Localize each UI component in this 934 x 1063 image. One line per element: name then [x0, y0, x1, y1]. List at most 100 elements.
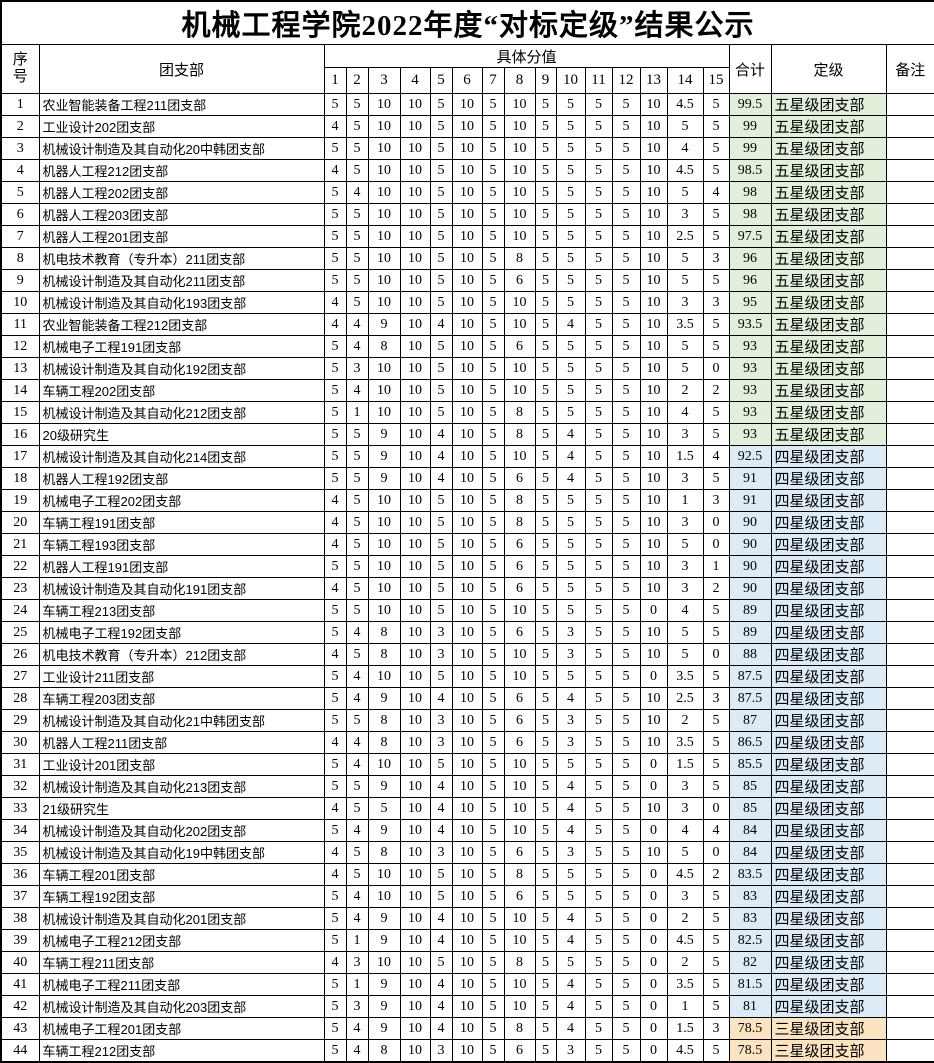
score-cell-13: 10	[639, 511, 668, 534]
score-cell-6: 10	[451, 533, 483, 556]
score-cell-13: 0	[639, 1017, 668, 1040]
score-cell-1: 5	[323, 907, 347, 930]
score-cell-2: 5	[345, 489, 369, 512]
score-cell-4: 10	[399, 401, 431, 424]
score-cell-14: 3	[666, 291, 704, 314]
total-score-cell: 83	[728, 907, 772, 930]
score-cell-15: 2	[702, 379, 730, 402]
score-cell-15: 5	[702, 93, 730, 116]
score-cell-6: 10	[451, 93, 483, 116]
score-cell-6: 10	[451, 819, 483, 842]
score-cell-4: 10	[399, 445, 431, 468]
score-cell-13: 0	[639, 775, 668, 798]
score-cell-8: 6	[503, 885, 536, 908]
score-cell-11: 5	[584, 907, 613, 930]
score-cell-13: 0	[639, 753, 668, 776]
score-cell-13: 10	[639, 445, 668, 468]
score-cell-10: 4	[555, 907, 586, 930]
score-cell-7: 5	[481, 753, 505, 776]
table-row: 35 机械设计制造及其自动化19中韩团支部 4 5 8 10 3 10 5 6 5 3 5 5 10 5 0 84…	[0, 841, 934, 864]
score-cell-3: 10	[367, 225, 401, 248]
score-cell-9: 5	[534, 401, 557, 424]
table-row: 21 车辆工程193团支部 4 5 10 10 5 10 5 6 5 5 5 5 10 5 0 90 四星级团支部	[0, 533, 934, 556]
score-cell-12: 5	[611, 423, 641, 446]
table-row: 24 车辆工程213团支部 5 5 10 10 5 10 5 10 5 5 5 5 0 4 5 89 四星级团支部	[0, 599, 934, 622]
score-cell-3: 10	[367, 379, 401, 402]
score-cell-8: 10	[503, 753, 536, 776]
table-row: 38 机械设计制造及其自动化201团支部 5 4 9 10 4 10 5 10 5 4 5 5 0 2 5 83 四…	[0, 907, 934, 930]
score-cell-14: 3.5	[666, 665, 704, 688]
row-index-cell: 42	[0, 995, 40, 1018]
branch-name-cell: 工业设计201团支部	[38, 753, 325, 776]
remark-cell	[885, 907, 934, 930]
score-cell-2: 4	[345, 335, 369, 358]
remark-cell	[885, 159, 934, 182]
score-cell-9: 5	[534, 555, 557, 578]
score-cell-13: 10	[639, 533, 668, 556]
score-cell-6: 10	[451, 621, 483, 644]
row-index-cell: 39	[0, 929, 40, 952]
score-cell-8: 10	[503, 225, 536, 248]
score-cell-2: 4	[345, 731, 369, 754]
remark-cell	[885, 995, 934, 1018]
row-index-cell: 5	[0, 181, 40, 204]
score-cell-2: 4	[345, 665, 369, 688]
score-cell-11: 5	[584, 731, 613, 754]
score-cell-1: 5	[323, 445, 347, 468]
remark-cell	[885, 445, 934, 468]
rating-cell: 四星级团支部	[770, 643, 887, 666]
row-index-cell: 19	[0, 489, 40, 512]
score-cell-6: 10	[451, 313, 483, 336]
score-cell-13: 10	[639, 203, 668, 226]
score-cell-13: 10	[639, 797, 668, 820]
score-cell-4: 10	[399, 973, 431, 996]
total-score-cell: 78.5	[728, 1039, 772, 1063]
score-cell-10: 5	[555, 93, 586, 116]
score-cell-1: 5	[323, 247, 347, 270]
branch-name-cell: 机械设计制造及其自动化213团支部	[38, 775, 325, 798]
score-cell-2: 4	[345, 313, 369, 336]
score-cell-2: 5	[345, 159, 369, 182]
score-cell-14: 3	[666, 577, 704, 600]
score-cell-9: 5	[534, 643, 557, 666]
row-index-cell: 28	[0, 687, 40, 710]
score-cell-14: 5	[666, 621, 704, 644]
score-cell-4: 10	[399, 775, 431, 798]
score-cell-3: 10	[367, 577, 401, 600]
score-cell-5: 4	[429, 445, 453, 468]
table-row: 29 机械设计制造及其自动化21中韩团支部 5 5 8 10 3 10 5 6 5 3 5 5 10 2 5 87…	[0, 709, 934, 732]
score-cell-8: 6	[503, 555, 536, 578]
score-cell-15: 5	[702, 401, 730, 424]
score-cell-12: 5	[611, 973, 641, 996]
score-cell-4: 10	[399, 203, 431, 226]
row-index-cell: 34	[0, 819, 40, 842]
score-cell-4: 10	[399, 709, 431, 732]
table-row: 9 机械设计制造及其自动化211团支部 5 5 10 10 5 10 5 6 5 5 5 5 10 5 5 96 五…	[0, 269, 934, 292]
score-cell-14: 4.5	[666, 159, 704, 182]
score-cell-13: 10	[639, 291, 668, 314]
score-cell-6: 10	[451, 203, 483, 226]
score-cell-11: 5	[584, 137, 613, 160]
score-cell-10: 5	[555, 533, 586, 556]
score-cell-15: 5	[702, 137, 730, 160]
rating-cell: 四星级团支部	[770, 841, 887, 864]
score-cell-5: 3	[429, 621, 453, 644]
rating-cell: 五星级团支部	[770, 203, 887, 226]
col-header-score-9: 9	[534, 67, 557, 94]
score-cell-4: 10	[399, 137, 431, 160]
branch-name-cell: 机器人工程211团支部	[38, 731, 325, 754]
branch-name-cell: 机器人工程203团支部	[38, 203, 325, 226]
total-score-cell: 92.5	[728, 445, 772, 468]
score-cell-1: 4	[323, 159, 347, 182]
score-cell-11: 5	[584, 599, 613, 622]
score-cell-2: 5	[345, 797, 369, 820]
score-cell-5: 5	[429, 863, 453, 886]
score-cell-6: 10	[451, 863, 483, 886]
score-cell-4: 10	[399, 753, 431, 776]
score-cell-8: 10	[503, 775, 536, 798]
score-cell-3: 10	[367, 885, 401, 908]
score-cell-11: 5	[584, 203, 613, 226]
total-score-cell: 88	[728, 643, 772, 666]
score-cell-13: 10	[639, 313, 668, 336]
score-cell-10: 3	[555, 621, 586, 644]
